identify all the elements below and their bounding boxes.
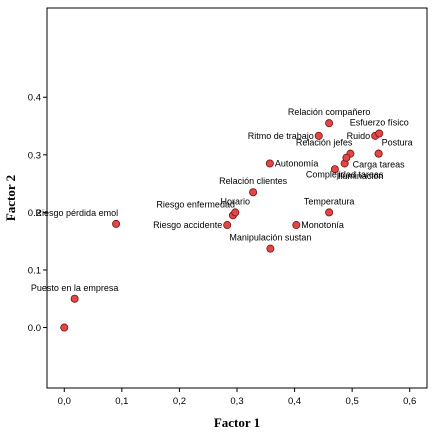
y-axis-title: Factor 2 [3, 175, 18, 221]
point-label: Esfuerzo físico [350, 118, 409, 128]
data-point [60, 323, 69, 332]
data-point [112, 219, 121, 228]
point-label: Ritmo de trabajo [248, 131, 314, 141]
point-label: Riesgo enfermedad [156, 199, 235, 209]
data-point [265, 159, 274, 168]
plot-area [46, 7, 428, 389]
data-point [330, 165, 339, 174]
x-axis-title: Factor 1 [214, 415, 260, 430]
data-point [342, 153, 351, 162]
data-point [325, 208, 334, 217]
point-labels: Puesto en la empresa Riesgo pérdida emol R… [31, 107, 413, 293]
point-label: Relación compañero [288, 107, 371, 117]
point-label: Riesgo pérdida emol [36, 208, 119, 218]
point-label: Complejidad tareas [306, 169, 384, 179]
y-tick-label: 0.1 [28, 265, 41, 276]
data-point [292, 221, 301, 230]
point-label: Autonomía [275, 158, 319, 168]
x-tick-label: 0,1 [115, 396, 128, 407]
data-points [60, 119, 384, 332]
x-tick-label: 0,3 [230, 396, 243, 407]
y-tick-label: 0.2 [28, 208, 41, 219]
y-axis-ticks: 0.0 0.1 0.2 0.3 0.4 [28, 93, 47, 334]
x-axis-ticks: 0,0 0,1 0,2 0,3 0,4 0,5 0,6 [58, 388, 416, 407]
x-tick-label: 0,2 [173, 396, 186, 407]
point-label: Ruido [347, 131, 371, 141]
point-label: Postura [382, 138, 413, 148]
data-point [374, 149, 383, 158]
point-label: Iluminación [338, 171, 384, 181]
point-label: Riesgo accidente [153, 220, 222, 230]
point-label: Temperatura [304, 196, 355, 206]
x-tick-label: 0,6 [403, 396, 416, 407]
data-point [249, 188, 258, 197]
point-label: Puesto en la empresa [31, 283, 119, 293]
data-point [223, 221, 232, 230]
y-tick-label: 0.3 [28, 150, 41, 161]
x-tick-label: 0,0 [58, 396, 71, 407]
data-point [231, 208, 240, 217]
y-tick-label: 0.4 [28, 93, 41, 104]
point-label: Manipulación sustan [229, 233, 311, 243]
x-tick-label: 0,5 [346, 396, 359, 407]
point-label: Carga tareas [353, 160, 406, 170]
data-point [325, 119, 334, 128]
point-label: Monotonía [301, 220, 344, 230]
point-label: Horario [221, 196, 251, 206]
point-label: Relación clientes [219, 176, 288, 186]
data-point [314, 131, 323, 140]
data-point [375, 129, 384, 138]
point-label: Relación jefes [296, 138, 353, 148]
data-point [70, 294, 79, 303]
x-tick-label: 0,4 [288, 396, 301, 407]
y-tick-label: 0.0 [28, 323, 41, 334]
data-point [266, 244, 275, 253]
